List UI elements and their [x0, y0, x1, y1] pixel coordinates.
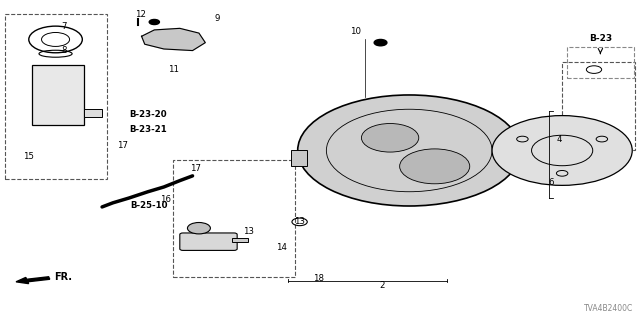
Text: 6: 6 — [548, 178, 554, 187]
Text: TVA4B2400C: TVA4B2400C — [584, 304, 634, 313]
Bar — [562, 62, 636, 150]
Circle shape — [492, 116, 632, 185]
FancyBboxPatch shape — [180, 233, 237, 251]
Polygon shape — [141, 28, 205, 51]
Bar — [173, 160, 294, 277]
Bar — [84, 109, 102, 117]
Circle shape — [149, 20, 159, 25]
Bar — [232, 238, 248, 243]
Text: B-23: B-23 — [589, 34, 612, 43]
Text: 15: 15 — [22, 152, 34, 161]
Bar — [4, 14, 106, 179]
Text: 17: 17 — [190, 164, 201, 173]
Text: 16: 16 — [159, 195, 171, 204]
Text: 11: 11 — [168, 65, 179, 74]
Text: B-23-20: B-23-20 — [129, 109, 167, 118]
Circle shape — [374, 39, 387, 46]
Text: 12: 12 — [135, 10, 146, 19]
Bar — [291, 150, 307, 166]
Text: 4: 4 — [556, 135, 562, 144]
Text: FR.: FR. — [54, 272, 72, 282]
Circle shape — [298, 95, 521, 206]
Text: 13: 13 — [243, 227, 254, 236]
Text: B-23-21: B-23-21 — [129, 125, 167, 134]
Text: B-25-10: B-25-10 — [131, 202, 168, 211]
Text: 8: 8 — [61, 46, 67, 55]
Text: 10: 10 — [349, 27, 360, 36]
Text: 13: 13 — [294, 217, 305, 226]
Bar — [566, 47, 634, 77]
Text: 14: 14 — [276, 243, 287, 252]
Circle shape — [399, 149, 470, 184]
Bar — [32, 65, 84, 125]
Text: 2: 2 — [380, 281, 385, 290]
Circle shape — [362, 124, 419, 152]
Text: 9: 9 — [214, 14, 220, 23]
Text: 18: 18 — [313, 275, 324, 284]
Text: 17: 17 — [117, 141, 128, 150]
Text: 7: 7 — [61, 22, 67, 31]
FancyArrow shape — [16, 277, 50, 284]
Circle shape — [188, 222, 211, 234]
